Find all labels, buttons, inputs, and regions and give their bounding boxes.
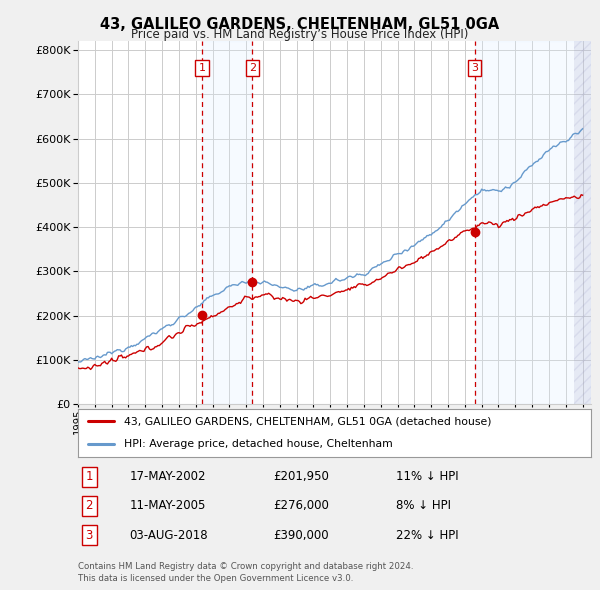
Bar xyxy=(202,41,252,404)
Text: Price paid vs. HM Land Registry’s House Price Index (HPI): Price paid vs. HM Land Registry’s House … xyxy=(131,28,469,41)
Text: 1: 1 xyxy=(86,470,93,483)
Bar xyxy=(475,41,591,404)
Text: £390,000: £390,000 xyxy=(273,529,329,542)
Text: 2: 2 xyxy=(248,63,256,73)
Text: £201,950: £201,950 xyxy=(273,470,329,483)
Text: 3: 3 xyxy=(471,63,478,73)
Text: 3: 3 xyxy=(86,529,93,542)
Text: 2: 2 xyxy=(86,499,93,513)
Text: 11% ↓ HPI: 11% ↓ HPI xyxy=(396,470,458,483)
Text: HPI: Average price, detached house, Cheltenham: HPI: Average price, detached house, Chel… xyxy=(124,439,393,449)
Text: Contains HM Land Registry data © Crown copyright and database right 2024.
This d: Contains HM Land Registry data © Crown c… xyxy=(78,562,413,583)
Text: 22% ↓ HPI: 22% ↓ HPI xyxy=(396,529,458,542)
Text: 03-AUG-2018: 03-AUG-2018 xyxy=(130,529,208,542)
Text: 43, GALILEO GARDENS, CHELTENHAM, GL51 0GA (detached house): 43, GALILEO GARDENS, CHELTENHAM, GL51 0G… xyxy=(124,417,491,427)
Bar xyxy=(574,41,591,404)
Text: 17-MAY-2002: 17-MAY-2002 xyxy=(130,470,206,483)
Text: 11-MAY-2005: 11-MAY-2005 xyxy=(130,499,206,513)
Text: 1: 1 xyxy=(199,63,205,73)
Text: £276,000: £276,000 xyxy=(273,499,329,513)
Text: 8% ↓ HPI: 8% ↓ HPI xyxy=(396,499,451,513)
Text: 43, GALILEO GARDENS, CHELTENHAM, GL51 0GA: 43, GALILEO GARDENS, CHELTENHAM, GL51 0G… xyxy=(100,17,500,31)
